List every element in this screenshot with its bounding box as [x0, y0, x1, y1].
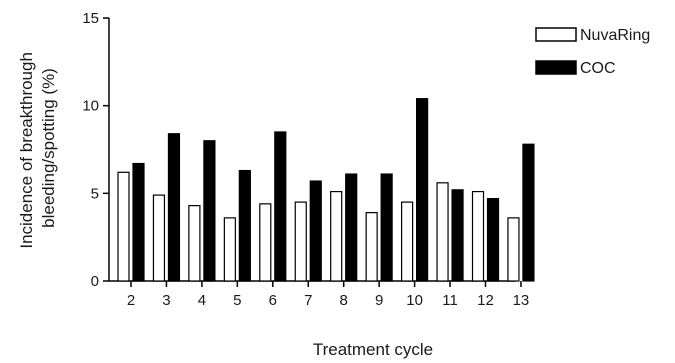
bar-nuvaring: [401, 201, 414, 282]
bar-nuvaring: [507, 217, 520, 282]
bar-nuvaring: [259, 203, 272, 282]
legend-label-coc: COC: [580, 60, 616, 77]
bar-nuvaring: [188, 205, 201, 282]
bar-coc: [522, 143, 535, 282]
bar-coc: [132, 162, 145, 282]
y-tick-labels: 0 5 10 15: [82, 10, 99, 290]
legend-swatch-coc: [535, 60, 577, 75]
bar-coc: [380, 173, 393, 282]
y-axis-title-line-1: Incidence of breakthrough: [17, 52, 36, 249]
x-tick-label: 10: [406, 292, 423, 309]
bar-coc: [203, 140, 216, 282]
y-tick-label: 10: [82, 98, 99, 115]
y-axis-title: Incidence of breakthrough bleeding/spott…: [17, 47, 58, 249]
bar-coc: [167, 133, 181, 282]
y-tick-label: 15: [82, 10, 99, 27]
bars-group: [117, 98, 535, 282]
x-tick-label: 9: [375, 292, 383, 309]
bar-nuvaring: [152, 194, 166, 282]
bar-coc: [416, 98, 429, 282]
x-tick-label: 7: [304, 292, 312, 309]
bar-coc: [309, 180, 322, 282]
bar-nuvaring: [330, 190, 343, 282]
bar-nuvaring: [294, 201, 307, 282]
x-tick-label: 13: [513, 292, 530, 309]
bar-nuvaring: [223, 217, 236, 282]
bar-coc: [238, 169, 251, 282]
x-tick-label: 6: [269, 292, 277, 309]
bar-coc: [451, 189, 464, 282]
y-tick-label: 0: [91, 273, 99, 290]
bar-coc: [274, 131, 287, 282]
bar-coc: [345, 173, 358, 282]
x-tick-label: 4: [198, 292, 206, 309]
bar-coc: [486, 197, 500, 282]
x-tick-label: 8: [340, 292, 348, 309]
bar-nuvaring: [365, 212, 378, 282]
y-axis-title-line-2: bleeding/spotting (%): [39, 68, 58, 228]
x-axis-title: Treatment cycle: [313, 340, 433, 359]
bar-nuvaring: [117, 171, 130, 282]
svg-text:Incidence of breakthrough: Incidence of breakthrough bleeding/spott…: [17, 47, 58, 248]
legend-swatch-nuvaring: [535, 27, 577, 42]
x-tick-label: 2: [127, 292, 135, 309]
x-tick-label: 5: [233, 292, 241, 309]
x-tick-labels: 2 3 4 5 6 7 8 9 10 11 12 13: [127, 292, 529, 309]
legend-label-nuvaring: NuvaRing: [580, 27, 650, 44]
x-tick-label: 3: [162, 292, 170, 309]
bar-nuvaring: [471, 190, 485, 282]
bar-nuvaring: [436, 182, 449, 282]
x-tick-label: 12: [477, 292, 494, 309]
legend: NuvaRing COC: [535, 27, 650, 77]
y-tick-label: 5: [91, 185, 99, 202]
x-tick-label: 11: [442, 292, 458, 309]
